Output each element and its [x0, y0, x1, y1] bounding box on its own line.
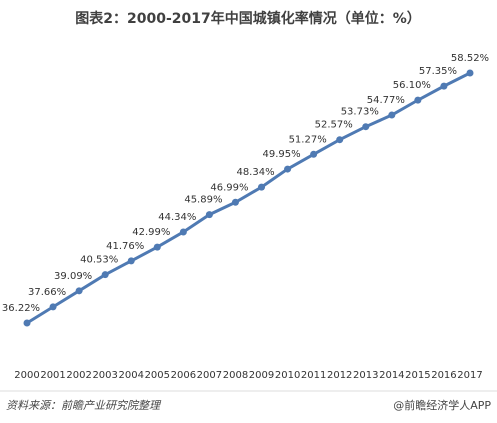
data-label: 54.77% — [367, 95, 405, 106]
x-tick-label: 2012 — [327, 370, 352, 381]
data-label: 51.27% — [289, 134, 327, 145]
data-label: 46.99% — [210, 182, 248, 193]
point — [440, 82, 448, 90]
x-tick-label: 2000 — [14, 370, 39, 381]
point — [179, 228, 187, 236]
x-tick-label: 2010 — [275, 370, 300, 381]
x-tick-label: 2016 — [431, 370, 456, 381]
data-label: 37.66% — [28, 287, 66, 298]
data-label: 41.76% — [106, 241, 144, 252]
point — [310, 150, 318, 158]
x-tick-label: 2013 — [353, 370, 378, 381]
data-label: 39.09% — [54, 271, 92, 282]
x-tick-label: 2006 — [171, 370, 196, 381]
point — [101, 271, 109, 279]
x-tick-label: 2015 — [405, 370, 430, 381]
source: 资料来源：前瞻产业研究院整理 — [6, 399, 162, 412]
point — [284, 165, 292, 173]
x-tick-label: 2011 — [301, 370, 326, 381]
x-tick-label: 2014 — [379, 370, 404, 381]
point — [362, 123, 370, 131]
data-label: 53.73% — [341, 107, 379, 118]
x-tick-label: 2007 — [197, 370, 222, 381]
data-label: 48.34% — [236, 167, 274, 178]
data-label: 44.34% — [158, 212, 196, 223]
point — [336, 136, 344, 144]
line — [26, 71, 471, 325]
x-tick-label: 2017 — [457, 370, 482, 381]
x-tick-label: 2002 — [66, 370, 91, 381]
point — [388, 111, 396, 119]
point — [231, 198, 239, 206]
data-label: 52.57% — [315, 120, 353, 131]
x-tick-label: 2009 — [249, 370, 274, 381]
point — [23, 319, 31, 327]
point — [127, 257, 135, 265]
data-label: 58.52% — [451, 53, 489, 64]
point — [414, 96, 422, 104]
data-label: 40.53% — [80, 255, 118, 266]
x-tick-label: 2008 — [223, 370, 248, 381]
point — [75, 287, 83, 295]
x-tick-label: 2001 — [40, 370, 65, 381]
data-label: 36.22% — [2, 303, 40, 314]
data-label: 45.89% — [184, 195, 222, 206]
point — [205, 211, 213, 219]
point — [466, 69, 474, 77]
x-tick-label: 2003 — [92, 370, 117, 381]
point — [153, 243, 161, 251]
data-label: 42.99% — [132, 227, 170, 238]
x-tick-label: 2004 — [119, 370, 144, 381]
data-label: 57.35% — [419, 66, 457, 77]
data-label: 56.10% — [393, 80, 431, 91]
x-tick-label: 2005 — [145, 370, 170, 381]
chart-title: 图表2：2000-2017年中国城镇化率情况（单位：%） — [75, 10, 421, 27]
point — [258, 183, 266, 191]
credit: @前瞻经济学人APP — [393, 398, 491, 412]
point — [49, 303, 57, 311]
data-label: 49.95% — [263, 149, 301, 160]
